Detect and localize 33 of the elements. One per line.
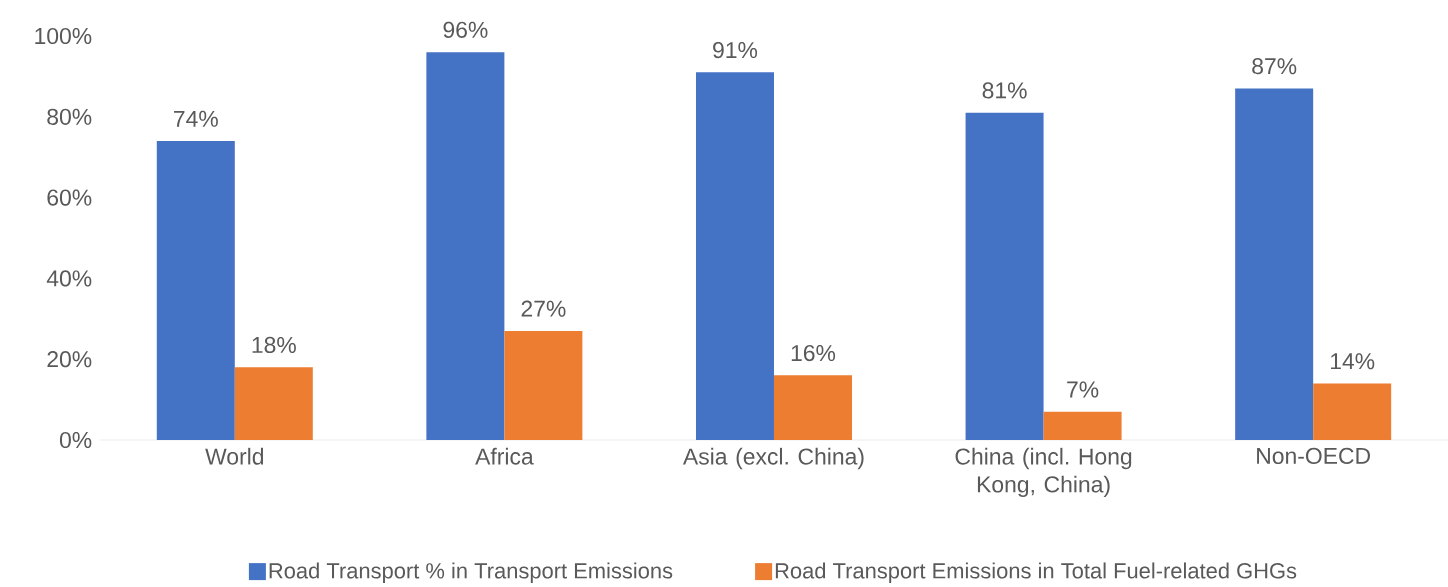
bar [504,330,583,440]
data-label: 81% [982,82,1027,99]
bar [773,375,852,440]
data-label: 27% [521,300,566,317]
data-label: 16% [791,344,836,362]
data-label: 91% [713,41,758,59]
data-label: 18% [252,336,296,354]
y-tick-label: 20% [47,351,92,368]
x-tick-label: China (incl. Hong Kong, China) [955,447,1132,498]
data-label: 96% [443,21,488,38]
data-label: 14% [1330,353,1375,370]
data-label: 87% [1252,58,1297,75]
bar [156,141,235,440]
y-tick-label: 0% [59,431,92,449]
legend-label: Road Transport % in Transport Emissions [269,562,673,583]
bar [695,72,774,440]
x-tick-label: Africa [475,447,534,465]
bar [1043,411,1122,440]
data-label: 7% [1067,381,1099,398]
bar [1235,88,1314,440]
x-tick-label: World [205,447,264,465]
bar [1313,383,1392,440]
x-tick-label: Asia (excl. China) [682,447,864,470]
bar [234,367,313,440]
bar [426,52,505,440]
legend-label: Road Transport Emissions in Total Fuel-related GHGs [775,562,1297,583]
x-tick-label: Non-OECD [1257,447,1370,465]
y-tick-label: 100% [35,27,92,45]
y-tick-label: 40% [46,270,92,287]
data-label: 74% [174,110,218,127]
y-tick-label: 60% [47,189,92,206]
bar [965,112,1044,440]
y-tick-label: 80% [47,108,92,125]
